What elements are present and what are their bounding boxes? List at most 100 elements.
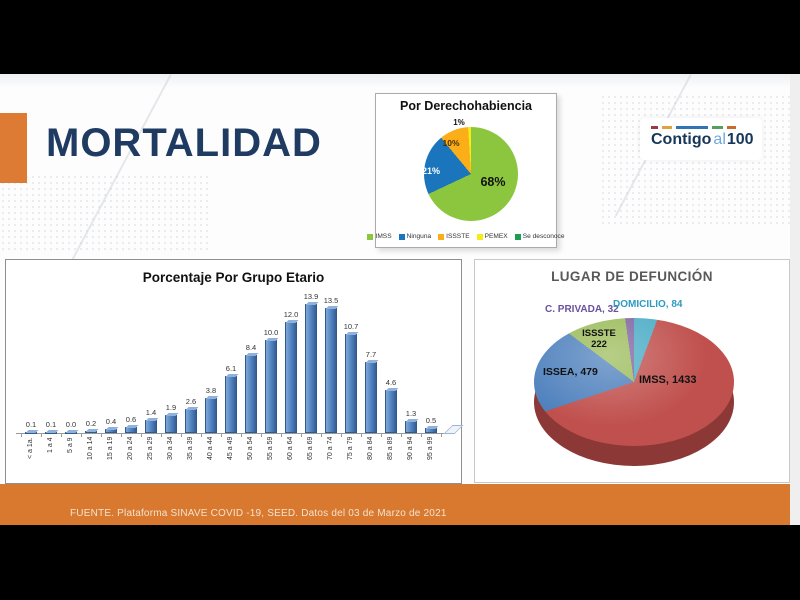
bar-value-label: 1.4 [145, 408, 157, 417]
bar-category-label: 50 a 54 [247, 437, 254, 461]
bar-value-label: 0.4 [105, 417, 117, 427]
logo-dash [651, 126, 658, 129]
bar-category-label: 20 a 24 [127, 437, 134, 461]
bar-value-label: 8.4 [245, 343, 257, 353]
contigo-al-100-logo: Contigo al100 [640, 118, 762, 160]
bar-category-label: 60 a 64 [287, 437, 294, 461]
logo-word-al: al [713, 131, 726, 148]
bar-category-label: 40 a 44 [207, 437, 214, 461]
bar-value-label: 0.1 [45, 419, 57, 429]
bar [265, 340, 277, 433]
pie-label-ninguna: 21% [421, 166, 440, 176]
pie-label-domicilio: DOMICILIO, 84 [613, 299, 683, 310]
bottom-black-bar [0, 525, 800, 600]
bar-value-label: 4.6 [385, 378, 397, 388]
bar [25, 431, 37, 434]
source-note: FUENTE. Plataforma SINAVE COVID -19, SEE… [70, 508, 447, 519]
logo-dashes-icon [651, 126, 736, 129]
logo-text: Contigo al100 [651, 131, 754, 149]
bar [325, 307, 337, 433]
legend-item: Se desconoce [514, 233, 565, 240]
pie-label-issea: ISSEA, 479 [543, 366, 598, 378]
bar-value-label: 10.7 [343, 321, 359, 331]
chart-legend: IMSS Ninguna ISSSTE PEMEX Se desconoce [367, 233, 565, 240]
pie-chart-lugar-defuncion [534, 318, 734, 446]
bar-category-label: 1 a 4 [47, 437, 54, 453]
panel-derechohabiencia: Por Derechohabiencia 1% 10% 21% 68% IMSS… [367, 93, 565, 248]
bar-category-label: 25 a 29 [147, 437, 154, 461]
bar-category-label: < a 1a. [27, 437, 34, 459]
bar-value-label: 1.3 [405, 408, 417, 418]
bar-category-label: 95 a 99 [427, 437, 434, 461]
legend-swatch-icon [476, 233, 483, 240]
logo-dash [676, 126, 708, 129]
legend-item: Ninguna [398, 233, 432, 240]
bar-value-label: 6.1 [225, 364, 237, 374]
bar [305, 304, 317, 433]
bar-value-label: 1.9 [165, 403, 177, 413]
bar-category-label: 65 a 69 [307, 437, 314, 461]
bar [145, 420, 157, 433]
bar-category-label: 85 a 89 [387, 437, 394, 461]
bar-category-label: 35 a 39 [187, 437, 194, 461]
chart-title-derechohabiencia: Por Derechohabiencia [400, 99, 532, 113]
logo-word-100: 100 [726, 131, 754, 148]
bar-value-label: 10.0 [263, 328, 279, 338]
legend-swatch-icon [514, 233, 521, 240]
legend-label: IMSS [375, 233, 392, 240]
pie-label-imss-1433: IMSS, 1433 [639, 374, 697, 386]
bar-value-label: 3.8 [205, 385, 217, 395]
chart-title-lugar-defuncion: LUGAR DE DEFUNCIÓN [551, 269, 713, 284]
legend-label: ISSSTE [446, 233, 470, 240]
bar [125, 427, 137, 433]
chart-title-grupo-etario: Porcentaje Por Grupo Etario [142, 270, 325, 285]
bar [205, 397, 217, 433]
bar-value-label: 2.6 [185, 396, 197, 406]
legend-item: IMSS [367, 233, 392, 240]
legend-label: Ninguna [406, 233, 432, 240]
bar [285, 321, 297, 433]
title-accent-bar [0, 113, 27, 183]
bar-value-label: 12.0 [283, 309, 299, 319]
bar [225, 376, 237, 433]
logo-dash [727, 126, 736, 129]
halftone-dots-decoration [0, 174, 210, 254]
bar [345, 333, 357, 433]
bar [245, 355, 257, 433]
bar [85, 431, 97, 434]
top-black-bar [0, 0, 800, 74]
pie-label-imss: 68% [480, 175, 506, 189]
legend-label: PEMEX [484, 233, 508, 240]
page-title: MORTALIDAD [46, 121, 322, 165]
legend-swatch-icon [367, 233, 374, 240]
bar-category-label: 45 a 49 [227, 437, 234, 461]
bar-value-label: 0.2 [85, 419, 97, 429]
pie-label-issste-value: 222 [591, 339, 607, 350]
bar-value-label: 13.9 [303, 292, 319, 301]
pie-label-issste: 10% [442, 138, 460, 148]
footer-band: FUENTE. Plataforma SINAVE COVID -19, SEE… [0, 484, 790, 525]
bar-category-label: 55 a 59 [267, 437, 274, 461]
bar-category-label: 30 a 34 [167, 437, 174, 461]
bar-category-label: 10 a 14 [87, 437, 94, 461]
bar [45, 431, 57, 434]
bar-value-label: 0.6 [125, 415, 137, 425]
panel-grupo-etario: Porcentaje Por Grupo Etario 0.1 < a 1a. 0.… [5, 259, 464, 484]
bar-value-label: 13.5 [323, 295, 339, 305]
x-axis-ticks [21, 433, 442, 437]
bar-value-label: 0.5 [425, 416, 437, 426]
pie-label-pemex: 1% [453, 118, 465, 127]
pie-label-issste-name: ISSSTE [582, 328, 616, 339]
bar [65, 431, 77, 434]
slide-right-gutter [790, 74, 800, 525]
legend-item: ISSSTE [438, 233, 470, 240]
bar-category-label: 70 a 74 [327, 437, 334, 461]
bar-category-label: 75 a 79 [347, 437, 354, 461]
logo-word-contigo: Contigo [651, 131, 712, 148]
legend-label: Se desconoce [522, 233, 565, 240]
bar-category-label: 90 a 94 [407, 437, 414, 461]
x-axis-3d-end [443, 425, 464, 434]
pie-label-issste: ISSSTE 222 [576, 328, 622, 350]
bar [365, 361, 377, 433]
